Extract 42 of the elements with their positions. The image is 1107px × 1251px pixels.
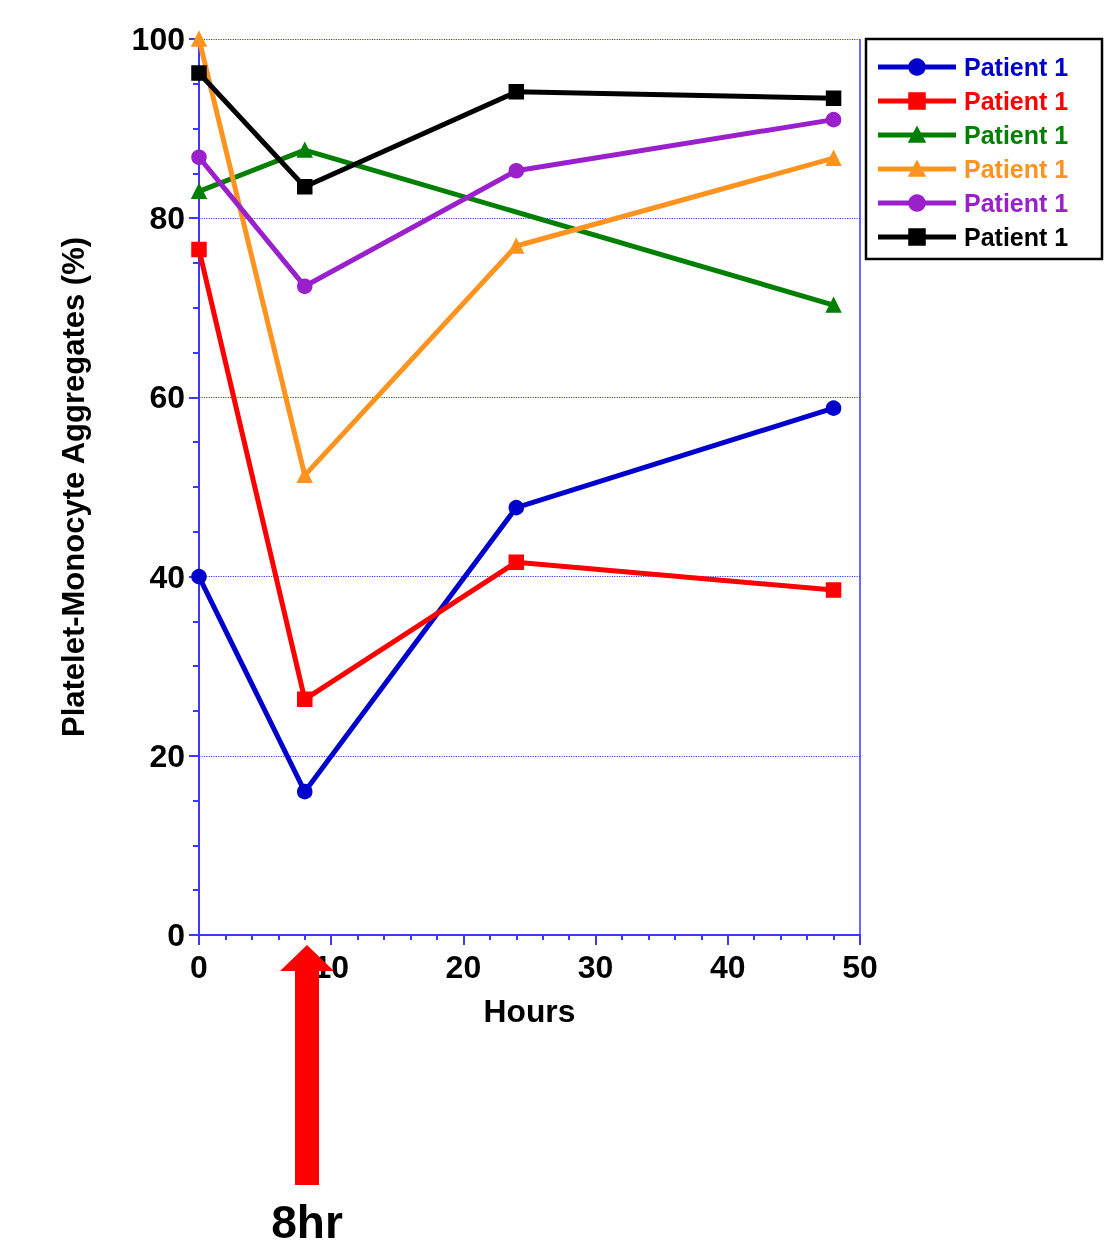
y-tick-label: 60 [149,379,185,416]
y-tick-label: 80 [149,200,185,237]
point [508,84,525,100]
text: 8hr [270,1195,344,1249]
legend-label: Patient 1 [964,53,1069,81]
x-tick-label: 50 [842,949,878,985]
x-axis-title: Hours [483,993,576,1029]
y-axis-title: Platelet-Monocyte Aggregates (%) [56,236,91,738]
y-tick-label: 0 [167,917,185,953]
point [508,162,525,179]
legend-label: Patient 1 [964,189,1069,217]
legend-label: Patient 1 [964,155,1069,183]
point [297,142,313,158]
point [508,238,525,254]
point [825,150,842,166]
point [191,568,207,585]
x-tick-label: 40 [710,949,746,985]
x-tick-label: 20 [445,949,482,985]
point [297,691,313,708]
point [825,582,842,598]
point [297,467,313,484]
y-tick-label: 40 [149,558,185,595]
point [191,65,207,81]
point [508,499,525,516]
point [825,111,842,128]
y-tick-label: 100 [131,21,185,57]
legend-label: Patient 1 [964,87,1069,115]
point [191,149,207,166]
point [191,183,207,200]
point [825,297,842,313]
point [297,783,313,800]
legend-label: Patient 1 [964,121,1069,149]
point [825,90,842,106]
point [508,554,525,571]
point [297,278,313,295]
point [825,400,842,416]
y-tick-label: 20 [149,737,185,774]
x-tick-label: 30 [577,949,614,985]
x-tick-label: 0 [190,949,208,985]
point [297,179,313,195]
legend-label: Patient 1 [964,223,1069,251]
point [191,241,207,258]
